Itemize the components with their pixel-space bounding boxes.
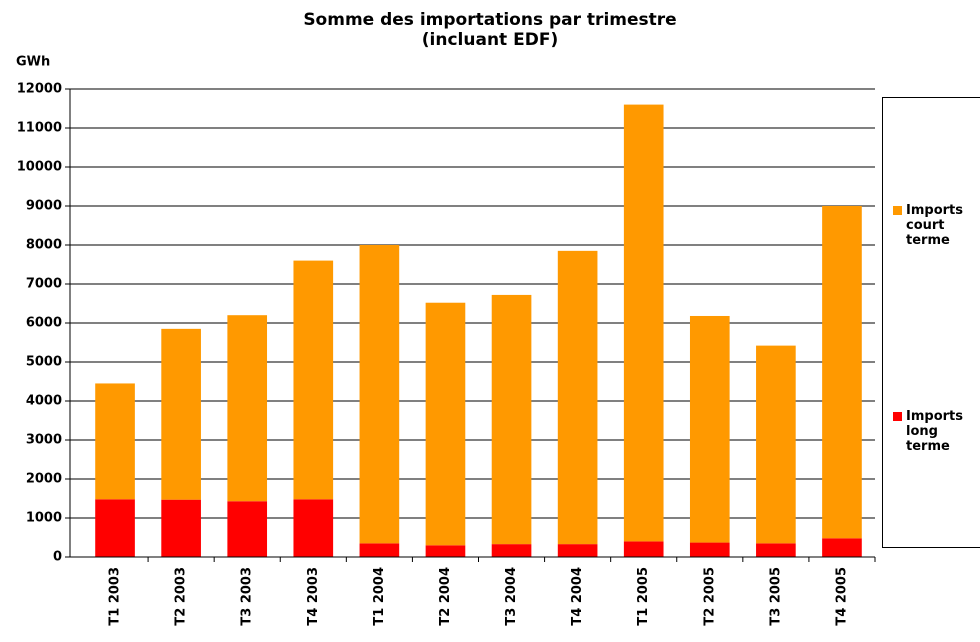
x-tick-label: T2 2004: [438, 567, 453, 626]
bar-segment: [689, 542, 730, 557]
y-tick-label: 2000: [26, 472, 62, 487]
bar-segment: [95, 499, 135, 557]
y-axis-label: GWh: [16, 55, 50, 70]
y-tick-label: 3000: [26, 433, 62, 448]
chart-subtitle: (incluant EDF): [422, 30, 558, 50]
x-tick-label: T4 2005: [834, 567, 849, 626]
x-tick-label: T3 2004: [504, 567, 519, 626]
bar-segment: [491, 544, 532, 557]
y-tick-label: 6000: [26, 316, 62, 331]
bar-segment: [822, 538, 862, 557]
bar-segment: [623, 104, 664, 542]
y-tick-label: 1000: [26, 511, 62, 526]
x-tick-label: T1 2005: [636, 567, 651, 626]
x-tick-label: T3 2003: [240, 567, 255, 626]
bar-segment: [425, 302, 466, 546]
x-tick-label: T2 2003: [174, 567, 189, 626]
bar-segment: [293, 260, 334, 500]
bar-segment: [623, 541, 664, 557]
y-tick-label: 7000: [26, 277, 62, 292]
y-tick-label: 10000: [17, 160, 62, 175]
y-tick-label: 5000: [26, 355, 62, 370]
x-tick-label: T4 2004: [570, 567, 585, 626]
y-tick-label: 4000: [26, 394, 62, 409]
bar-segment: [557, 250, 598, 545]
bar-segment: [822, 206, 862, 539]
bar-segment: [95, 383, 135, 500]
x-tick-label: T3 2005: [768, 567, 783, 626]
legend-entry: Imports court terme: [893, 203, 973, 248]
y-tick-label: 0: [53, 550, 62, 565]
legend: Imports court terme Imports long terme: [882, 97, 980, 548]
bar-segment: [227, 315, 268, 502]
legend-entry: Imports long terme: [893, 409, 973, 454]
x-tick-label: T1 2003: [108, 567, 123, 626]
bar-segment: [227, 501, 268, 557]
legend-swatch: [893, 412, 902, 421]
y-tick-label: 12000: [17, 82, 62, 97]
bar-segment: [756, 345, 796, 544]
bar-segment: [689, 315, 730, 543]
x-tick-label: T1 2004: [372, 567, 387, 626]
legend-label: Imports court terme: [906, 203, 963, 248]
legend-label: Imports long terme: [906, 409, 963, 454]
y-tick-label: 11000: [17, 121, 62, 136]
x-tick-label: T2 2005: [702, 567, 717, 626]
bar-segment: [756, 543, 796, 557]
bar-segment: [161, 328, 201, 500]
bar-segment: [425, 545, 466, 557]
bar-segment: [491, 294, 532, 545]
legend-swatch: [893, 206, 902, 215]
bar-segment: [557, 544, 598, 557]
y-tick-label: 9000: [26, 199, 62, 214]
chart-title: Somme des importations par trimestre: [303, 10, 676, 30]
bar-segment: [293, 499, 334, 557]
x-tick-label: T4 2003: [306, 567, 321, 626]
y-tick-label: 8000: [26, 238, 62, 253]
bar-segment: [161, 499, 201, 557]
bar-segment: [359, 245, 400, 544]
bar-segment: [359, 543, 400, 557]
